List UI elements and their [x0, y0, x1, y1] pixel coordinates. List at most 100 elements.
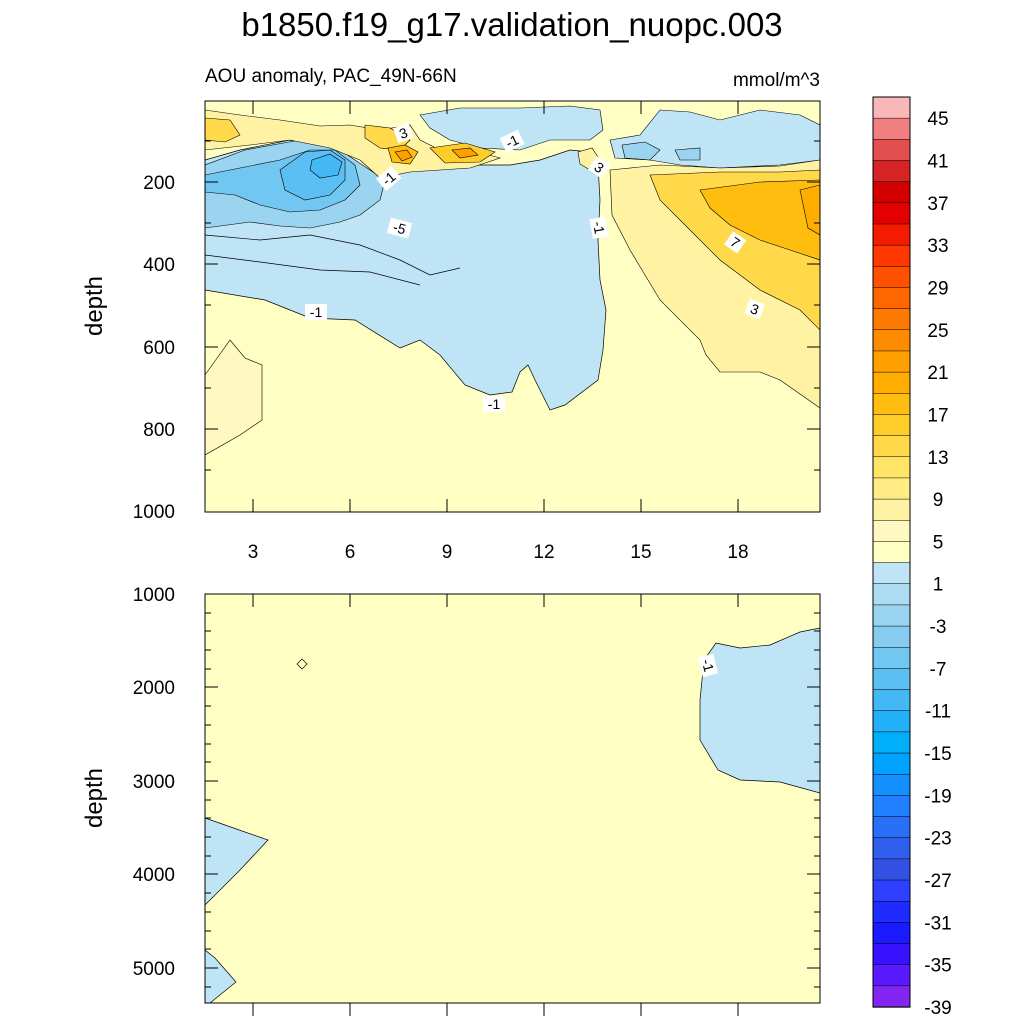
- colorbar-box: [872, 689, 911, 712]
- upper-negative-core-right: [621, 141, 701, 161]
- lower-negative-region-right: [699, 627, 820, 794]
- upper-x-tick-label: 3: [248, 542, 259, 563]
- upper-plus17-core-a: [394, 149, 413, 162]
- colorbar-labels: 45 41 37 33 29 25 21 17 13 9 5 1 -3 -7 -11 -15 -19 -23 -27…: [924, 109, 951, 1019]
- colorbar-label: 29: [927, 278, 948, 299]
- upper-y-axis-label: depth: [81, 276, 108, 336]
- colorbar-box: [872, 117, 911, 140]
- upper-x-tick-label: 18: [727, 542, 748, 563]
- lower-ticks: [205, 594, 820, 1016]
- upper-contour-line-2: [205, 254, 421, 286]
- colorbar-box: [872, 181, 911, 204]
- colorbar-label: 37: [927, 194, 948, 215]
- colorbar-label: -19: [924, 786, 951, 807]
- colorbar-box: [872, 922, 911, 945]
- lower-y-tick-labels: 1000 2000 3000 4000 5000: [133, 585, 175, 980]
- lower-negative-region-left: [205, 817, 269, 906]
- colorbar-label: -7: [930, 659, 947, 680]
- upper-x-tick-label: 9: [442, 542, 453, 563]
- upper-negative-patch-right: [609, 109, 820, 169]
- lower-y-tick-label: 3000: [133, 772, 175, 793]
- upper-contour-line: [205, 234, 461, 276]
- colorbar-box: [872, 752, 911, 775]
- colorbar-box: [872, 393, 911, 416]
- upper-contour-label: -1: [310, 304, 323, 320]
- colorbar-label: 41: [927, 151, 948, 172]
- colorbar-label: 33: [927, 236, 948, 257]
- figure-title: b1850.f19_g17.validation_nuopc.003: [241, 6, 782, 43]
- colorbar-box: [872, 308, 911, 331]
- lower-y-tick-label: 2000: [133, 678, 175, 699]
- upper-y-tick-label: 200: [143, 173, 175, 194]
- subtitle-left: AOU anomaly, PAC_49N-66N: [205, 66, 457, 87]
- upper-x-tick-label: 15: [630, 542, 651, 563]
- colorbar-box: [872, 646, 911, 670]
- colorbar-label: 5: [933, 532, 944, 553]
- lower-small-marker: [296, 658, 308, 670]
- upper-negative-patch-top: [419, 105, 604, 151]
- colorbar-box: [872, 266, 911, 289]
- upper-x-tick-labels: 3 6 9 12 15 18: [248, 542, 749, 563]
- colorbar-label: -23: [924, 829, 951, 850]
- subtitle-right: mmol/m^3: [733, 70, 820, 91]
- colorbar-box: [872, 858, 911, 881]
- colorbar-label: -3: [930, 617, 947, 638]
- lower-contour-label: -1: [699, 657, 718, 673]
- lower-negative-region-bottom-left: [205, 949, 237, 1003]
- upper-positive-top-band: [205, 109, 502, 179]
- upper-contour-label: -1: [590, 220, 608, 235]
- colorbar-box: [872, 985, 911, 1008]
- upper-positive-left-deep: [205, 339, 263, 456]
- upper-minus17-core: [309, 153, 343, 179]
- upper-ticks: [205, 101, 820, 512]
- upper-y-tick-labels: 200 400 600 800 1000: [133, 173, 175, 523]
- upper-y-tick-label: 1000: [133, 502, 175, 523]
- colorbar-label: 9: [933, 490, 944, 511]
- colorbar-label: 21: [927, 363, 948, 384]
- upper-x-tick-label: 6: [345, 542, 356, 563]
- colorbar-box: [872, 329, 911, 352]
- colorbar-box: [872, 287, 911, 310]
- colorbar-label: 13: [927, 448, 948, 469]
- upper-plus7-top-left: [205, 117, 241, 143]
- colorbar-boxes: [872, 96, 911, 1008]
- lower-contour-labels: -1: [697, 653, 719, 678]
- colorbar-box: [872, 710, 911, 733]
- colorbar-box: [872, 96, 911, 119]
- upper-contour-label: -5: [391, 219, 407, 238]
- upper-plus17-core-b: [451, 147, 479, 159]
- colorbar-box: [872, 837, 911, 860]
- colorbar-box: [872, 900, 911, 924]
- colorbar-label: -11: [925, 702, 951, 723]
- colorbar-label: 17: [927, 405, 948, 426]
- colorbar-label: -27: [924, 871, 951, 892]
- colorbar-box: [872, 879, 911, 902]
- colorbar-box: [872, 139, 911, 162]
- colorbar-label: -35: [924, 956, 951, 977]
- colorbar: 45 41 37 33 29 25 21 17 13 9 5 1 -3 -7 -11 -15 -19 -23 -27…: [872, 96, 952, 1019]
- colorbar-label: -39: [924, 998, 951, 1019]
- upper-y-tick-label: 400: [143, 255, 175, 276]
- colorbar-box: [872, 795, 911, 818]
- upper-plot-frame: [204, 100, 821, 513]
- lower-y-tick-label: 4000: [133, 865, 175, 886]
- upper-y-tick-label: 800: [143, 420, 175, 441]
- lower-y-axis-label: depth: [81, 768, 108, 828]
- colorbar-label: 45: [927, 109, 948, 130]
- upper-contour-label: -1: [488, 396, 501, 412]
- colorbar-box: [872, 964, 911, 987]
- colorbar-box: [872, 414, 911, 437]
- upper-y-tick-label: 600: [143, 338, 175, 359]
- colorbar-label: -31: [924, 913, 951, 934]
- colorbar-box: [872, 223, 911, 246]
- colorbar-box: [872, 160, 911, 183]
- colorbar-box: [872, 520, 911, 543]
- colorbar-box: [872, 583, 911, 606]
- colorbar-box: [872, 943, 911, 966]
- colorbar-box: [872, 456, 911, 479]
- colorbar-box: [872, 244, 911, 267]
- colorbar-box: [872, 604, 911, 627]
- colorbar-box: [872, 477, 911, 500]
- colorbar-box: [872, 668, 911, 691]
